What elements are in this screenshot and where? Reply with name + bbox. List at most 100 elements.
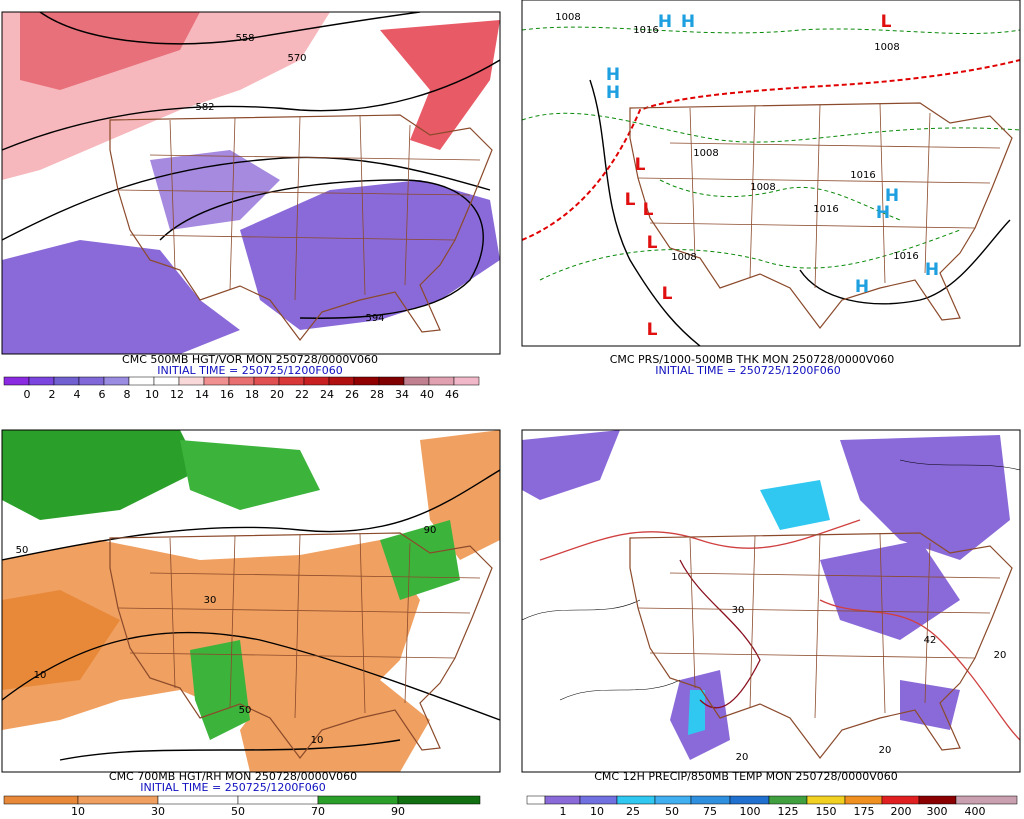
colorbar-segment [328,376,355,386]
contour-label: 50 [239,705,252,716]
colorbar-segment [53,376,80,386]
colorbar-segment [3,376,30,386]
pressure-center: L [662,284,673,304]
contour-label: 582 [195,102,214,113]
colorbar-segment [353,376,380,386]
colorbar-label: 200 [891,805,912,818]
colorbar-label: 125 [778,805,799,818]
pressure-center: H [925,260,939,280]
contour-label: 1016 [850,170,875,181]
colorbar-label: 46 [445,388,459,401]
colorbar-segment [203,376,230,386]
colorbar-segment [153,376,180,386]
initial-time: INITIAL TIME = 250725/1200F060 [157,364,342,377]
colorbar-label: 4 [74,388,81,401]
contour-label: 594 [365,313,384,324]
contour-label: 1008 [693,148,718,159]
contour-label: 42 [924,635,937,646]
colorbar-segment [806,795,846,805]
colorbar-label: 40 [420,388,434,401]
colorbar-segment [616,795,656,805]
colorbar-segment [918,795,957,805]
colorbar-label: 12 [170,388,184,401]
colorbar-segment [228,376,255,386]
pressure-center: H [885,186,899,206]
colorbar-label: 400 [965,805,986,818]
colorbar-label: 50 [665,805,679,818]
initial-time: INITIAL TIME = 250725/1200F060 [140,781,325,794]
contour-label: 1016 [813,204,838,215]
contour-label: 1008 [671,252,696,263]
colorbar-label: 16 [220,388,234,401]
colorbar-label: 300 [927,805,948,818]
colorbar-segment [881,795,920,805]
contour-label: 20 [736,752,749,763]
colorbar-label: 10 [71,805,85,818]
colorbar-segment [526,795,546,805]
caption: CMC 500MB HGT/VOR MON 250728/0000V060 [122,353,378,366]
caption: CMC 700MB HGT/RH MON 250728/0000V060 [109,770,357,783]
caption: CMC PRS/1000-500MB THK MON 250728/0000V0… [610,353,895,366]
pressure-center: L [635,155,646,175]
colorbar-segment [955,795,1018,805]
colorbar-segment [28,376,55,386]
colorbar-label: 18 [245,388,259,401]
colorbar-label: 26 [345,388,359,401]
initial-time: INITIAL TIME = 250725/1200F060 [655,364,840,377]
colorbar-label: 10 [145,388,159,401]
colorbar-segment [654,795,692,805]
colorbar-label: 14 [195,388,209,401]
colorbar-label: 2 [49,388,56,401]
contour-label: 1008 [750,182,775,193]
contour-label: 50 [16,545,29,556]
colorbar-segment [397,795,481,805]
map-mslp [522,0,1020,346]
pressure-center: H [606,83,620,103]
contour-label: 1008 [555,12,580,23]
contour-label: 1008 [874,42,899,53]
colorbar-label: 6 [99,388,106,401]
colorbar-segment [544,795,581,805]
contour-label: 570 [287,53,306,64]
pressure-center: H [855,277,869,297]
colorbar-segment [378,376,405,386]
map-500mb [2,12,500,354]
colorbar-segment [157,795,239,805]
pressure-center: L [647,320,658,340]
colorbar-label: 0 [24,388,31,401]
colorbar-label: 30 [151,805,165,818]
map-700mb [2,430,500,772]
contour-label: 1016 [633,25,658,36]
colorbar-segment [768,795,808,805]
colorbar-segment [579,795,618,805]
pressure-center: L [625,190,636,210]
colorbar-label: 150 [816,805,837,818]
colorbar-label: 90 [391,805,405,818]
contour-label: 20 [879,745,892,756]
map-precip [522,430,1020,772]
pressure-center: L [647,233,658,253]
colorbar-segment [77,795,159,805]
colorbar-label: 1 [560,805,567,818]
caption: CMC 12H PRECIP/850MB TEMP MON 250728/000… [594,770,898,783]
colorbar-label: 10 [590,805,604,818]
contour-label: 1016 [893,251,918,262]
contour-label: 30 [732,605,745,616]
pressure-center: H [681,12,695,32]
colorbar-label: 34 [395,388,409,401]
colorbar-segment [453,376,480,386]
colorbar-segment [729,795,770,805]
contour-label: 30 [204,595,217,606]
colorbar-segment [690,795,731,805]
contour-label: 20 [994,650,1007,661]
contour-label: 10 [34,670,47,681]
pressure-center: L [643,200,654,220]
colorbar-label: 22 [295,388,309,401]
colorbar-segment [78,376,105,386]
pressure-center: H [606,65,620,85]
colorbar-segment [253,376,280,386]
colorbar-label: 70 [311,805,325,818]
colorbar-label: 50 [231,805,245,818]
colorbar-label: 8 [124,388,131,401]
